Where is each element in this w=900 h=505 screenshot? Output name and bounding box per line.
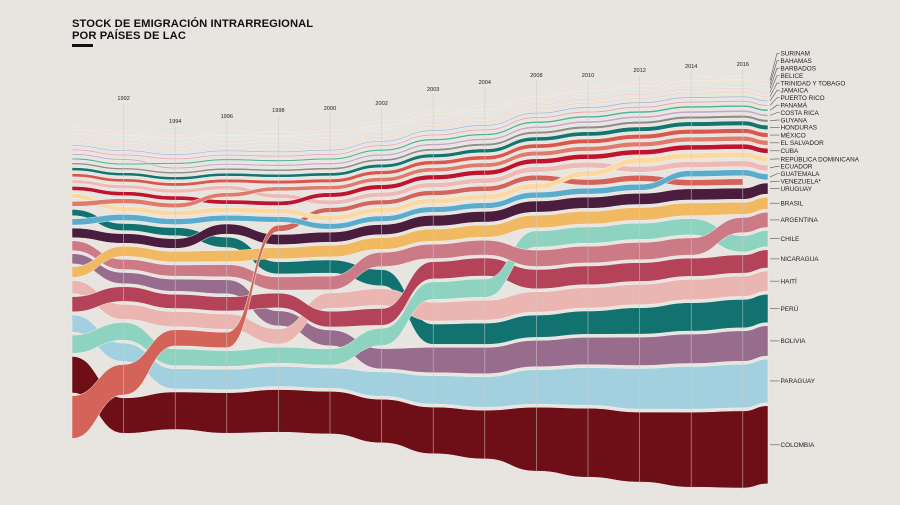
country-label-trinidad-y-tobago: TRINIDAD Y TOBAGO <box>781 80 846 87</box>
band-surinam <box>71 75 769 136</box>
leader-line-venezuela <box>769 180 780 183</box>
leader-line-surinam <box>769 53 780 81</box>
year-label-2016: 2016 <box>737 62 749 68</box>
band-colombia <box>71 356 769 489</box>
leader-line-guyana <box>769 119 780 122</box>
year-label-1992: 1992 <box>117 96 129 102</box>
country-label-costa-rica: COSTA RICA <box>781 110 820 117</box>
leader-line-trinidad-y-tobago <box>769 82 780 97</box>
country-label-puerto-rico: PUERTO RICO <box>781 95 825 102</box>
year-label-2008: 2008 <box>530 73 542 79</box>
band-guyana <box>71 115 769 175</box>
band-paraguay <box>71 314 769 410</box>
leader-line-bahamas <box>769 60 780 85</box>
year-label-2010: 2010 <box>582 73 594 79</box>
band-chile <box>71 218 769 367</box>
country-label-haiti: HAITÍ <box>781 276 798 285</box>
leader-line-puerto-rico <box>769 97 780 106</box>
band-trinidad-y-tobago <box>71 91 769 152</box>
band-bahamas <box>71 79 769 140</box>
band-brasil <box>71 196 769 278</box>
country-label-barbados: BARBADOS <box>781 66 817 73</box>
chart-title-line-2: POR PAÍSES DE LAC <box>72 30 187 42</box>
band-el-salvador <box>71 135 769 208</box>
band-guatemala <box>71 169 769 230</box>
year-label-2002: 2002 <box>375 101 387 107</box>
country-label-bolivia: BOLIVIA <box>781 338 807 345</box>
country-label-surinam: SURINAM <box>781 51 810 58</box>
band-puerto-rico <box>71 100 769 160</box>
country-label-guyana: GUYANA <box>781 117 808 124</box>
country-label-el-salvador: EL SALVADOR <box>781 140 825 147</box>
year-grid-layer: 1992 1994 1996 1998 2000 2002 2003 2004 2008 2010… <box>117 62 749 490</box>
country-labels-layer: COLOMBIA PARAGUAY BOLIVIA PERÚ HAITÍ NICARAGU… <box>769 51 860 449</box>
band-jamaica <box>71 95 769 156</box>
country-label-peru: PERÚ <box>781 304 799 313</box>
country-label-panama: PANAMÁ <box>781 101 808 110</box>
year-label-2000: 2000 <box>324 106 336 112</box>
leader-line-guatemala <box>769 173 780 178</box>
country-label-mexico: MÉXICO <box>781 130 806 139</box>
bands-layer <box>71 75 769 489</box>
chart-title-line-1: STOCK DE EMIGRACIÓN INTRARREGIONAL <box>72 18 314 30</box>
country-label-uruguay: URUGUAY <box>781 186 813 193</box>
country-label-jamaica: JAMAICA <box>781 88 809 95</box>
country-label-chile: CHILE <box>781 236 800 243</box>
year-label-2012: 2012 <box>633 68 645 74</box>
country-label-ecuador: ECUADOR <box>781 164 813 171</box>
country-label-paraguay: PARAGUAY <box>781 378 816 385</box>
leader-line-ecuador <box>769 166 780 169</box>
band-ecuador <box>71 160 769 205</box>
year-label-2014: 2014 <box>685 64 697 70</box>
country-label-republica-dominicana: REPÚBLICA DOMINICANA <box>781 154 860 163</box>
band-uruguay <box>71 182 769 249</box>
band-belice <box>71 87 769 148</box>
year-label-2004: 2004 <box>479 80 491 86</box>
country-label-honduras: HONDURAS <box>781 125 818 132</box>
band-mexico <box>71 128 769 187</box>
leader-line-jamaica <box>769 90 780 102</box>
band-panama <box>71 104 769 166</box>
band-barbados <box>71 83 769 144</box>
band-argentina <box>71 212 769 291</box>
year-label-2003: 2003 <box>427 87 439 93</box>
band-honduras <box>71 120 769 181</box>
country-label-guatemala: GUATEMALA <box>781 171 821 178</box>
band-republica-dominicana <box>71 151 769 221</box>
country-label-colombia: COLOMBIA <box>781 442 815 449</box>
chart-title: STOCK DE EMIGRACIÓN INTRARREGIONAL POR P… <box>72 18 313 42</box>
country-label-cuba: CUBA <box>781 148 799 155</box>
band-cuba <box>71 143 769 206</box>
band-peru <box>71 209 769 345</box>
year-label-1996: 1996 <box>221 114 233 120</box>
country-label-belice: BELICE <box>781 73 804 80</box>
year-label-1994: 1994 <box>169 119 181 125</box>
band-costa-rica <box>71 109 769 170</box>
leader-line-costa-rica <box>769 112 780 116</box>
leader-line-belice <box>769 75 780 93</box>
country-label-brasil: BRASIL <box>781 201 804 208</box>
leader-line-panama <box>769 104 780 111</box>
country-label-argentina: ARGENTINA <box>781 217 819 224</box>
country-label-nicaragua: NICARAGUA <box>781 256 820 263</box>
title-underline <box>72 44 93 47</box>
leader-line-barbados <box>769 67 780 89</box>
country-label-bahamas: BAHAMAS <box>781 58 812 65</box>
country-label-venezuela: VENEZUELA* <box>781 178 822 185</box>
year-label-1998: 1998 <box>272 108 284 114</box>
